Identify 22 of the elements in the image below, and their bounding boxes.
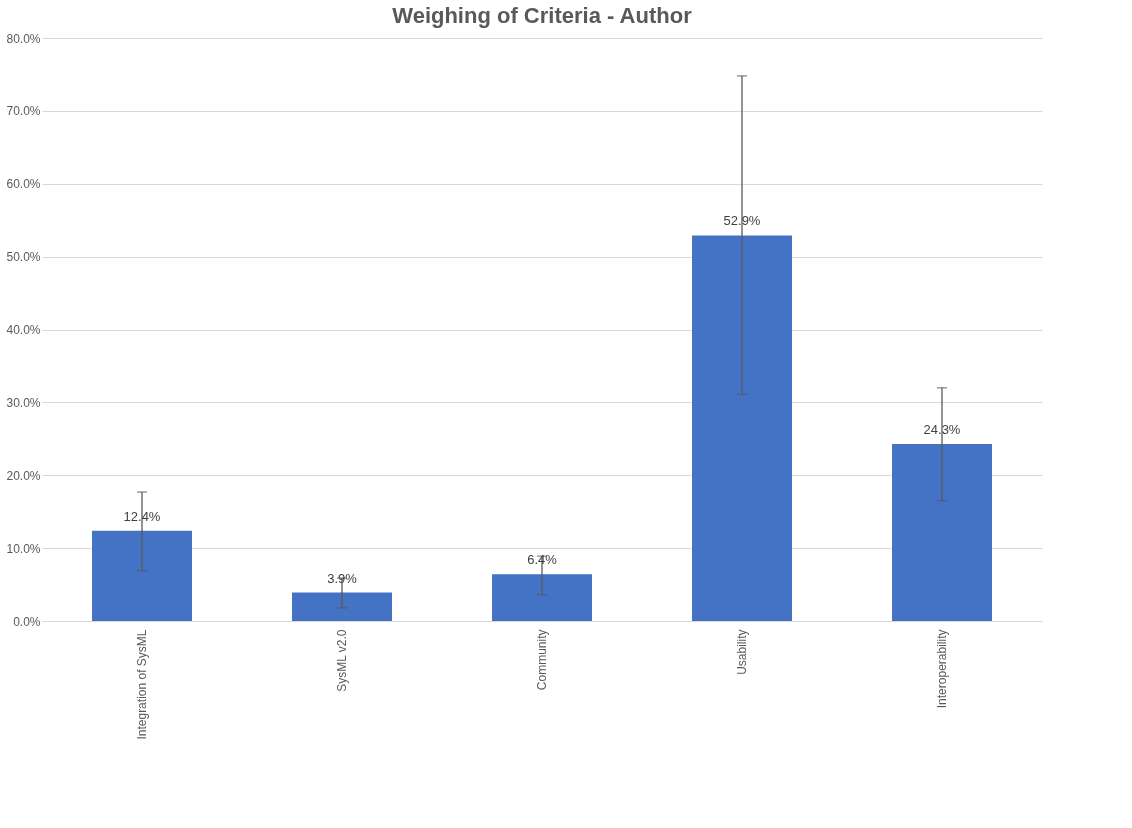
y-tick-label: 10.0% — [6, 541, 41, 556]
x-tick-label: Interoperability — [935, 629, 949, 709]
x-tick-label: Community — [535, 629, 549, 691]
data-label: 3.9% — [327, 570, 358, 586]
y-tick-label: 60.0% — [6, 177, 41, 192]
y-tick-label: 20.0% — [6, 468, 41, 483]
data-label: 24.3% — [923, 421, 961, 437]
x-tick-label: Integration of SysML — [135, 629, 149, 740]
x-tick-label: Usability — [735, 629, 749, 675]
bar — [292, 592, 392, 621]
x-tick-label: SysML v2.0 — [335, 629, 349, 692]
y-tick-label: 50.0% — [6, 250, 41, 265]
y-tick-label: 70.0% — [6, 104, 41, 119]
y-tick-label: 80.0% — [6, 31, 41, 46]
bar — [492, 574, 592, 621]
y-tick-label: 0.0% — [13, 614, 41, 629]
chart-title: Weighing of Criteria - Author — [392, 3, 693, 28]
y-tick-label: 40.0% — [6, 323, 41, 337]
bar — [692, 235, 792, 621]
bar — [892, 443, 992, 621]
y-tick-label: 30.0% — [6, 395, 41, 410]
bar — [92, 530, 192, 621]
